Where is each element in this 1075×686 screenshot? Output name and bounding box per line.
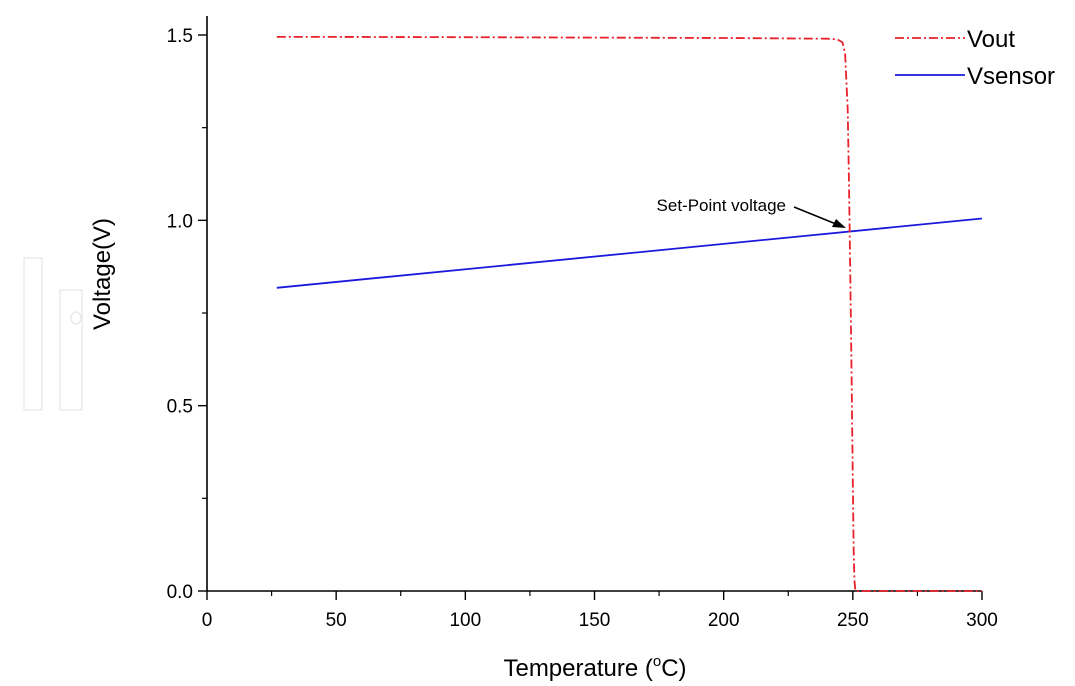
y-tick-label: 1.0 <box>167 211 193 232</box>
y-ticks: 0.0 0.5 1.0 1.5 <box>167 26 207 603</box>
y-tick-label: 0.0 <box>167 582 193 603</box>
y-axis-title: Voltage(V) <box>89 218 116 330</box>
x-tick-label: 50 <box>326 610 347 631</box>
annotation-label: Set-Point voltage <box>657 196 786 215</box>
x-tick-label: 100 <box>449 610 481 631</box>
legend-label-vout: Vout <box>967 26 1015 53</box>
legend: Vout Vsensor <box>895 26 1055 90</box>
series-line-vsensor <box>276 217 983 289</box>
annotation-arrowhead <box>832 219 846 228</box>
y-tick-label: 0.5 <box>167 397 193 418</box>
plot-area <box>276 36 983 592</box>
watermark-logo <box>23 257 83 411</box>
x-tick-label: 250 <box>837 610 869 631</box>
x-axis-title: Temperature (oC) <box>503 653 686 682</box>
y-tick-label: 1.5 <box>167 26 193 47</box>
x-tick-label: 0 <box>202 610 213 631</box>
x-axis-title-text: Temperature ( <box>503 655 652 682</box>
legend-label-vsensor: Vsensor <box>967 63 1055 90</box>
x-axis-title-superscript: o <box>653 653 661 670</box>
x-tick-label: 150 <box>579 610 611 631</box>
x-tick-label: 200 <box>708 610 740 631</box>
annotation-arrow <box>793 206 837 225</box>
x-tick-label: 300 <box>966 610 998 631</box>
x-ticks: 0 50 100 150 200 250 300 <box>202 591 998 631</box>
x-axis-title-suffix: C) <box>661 655 686 682</box>
axes: 0 50 100 150 200 250 300 0.0 0.5 1.0 1.5 <box>167 16 998 631</box>
series-line-vout <box>276 36 982 592</box>
annotation: Set-Point voltage <box>657 196 846 228</box>
